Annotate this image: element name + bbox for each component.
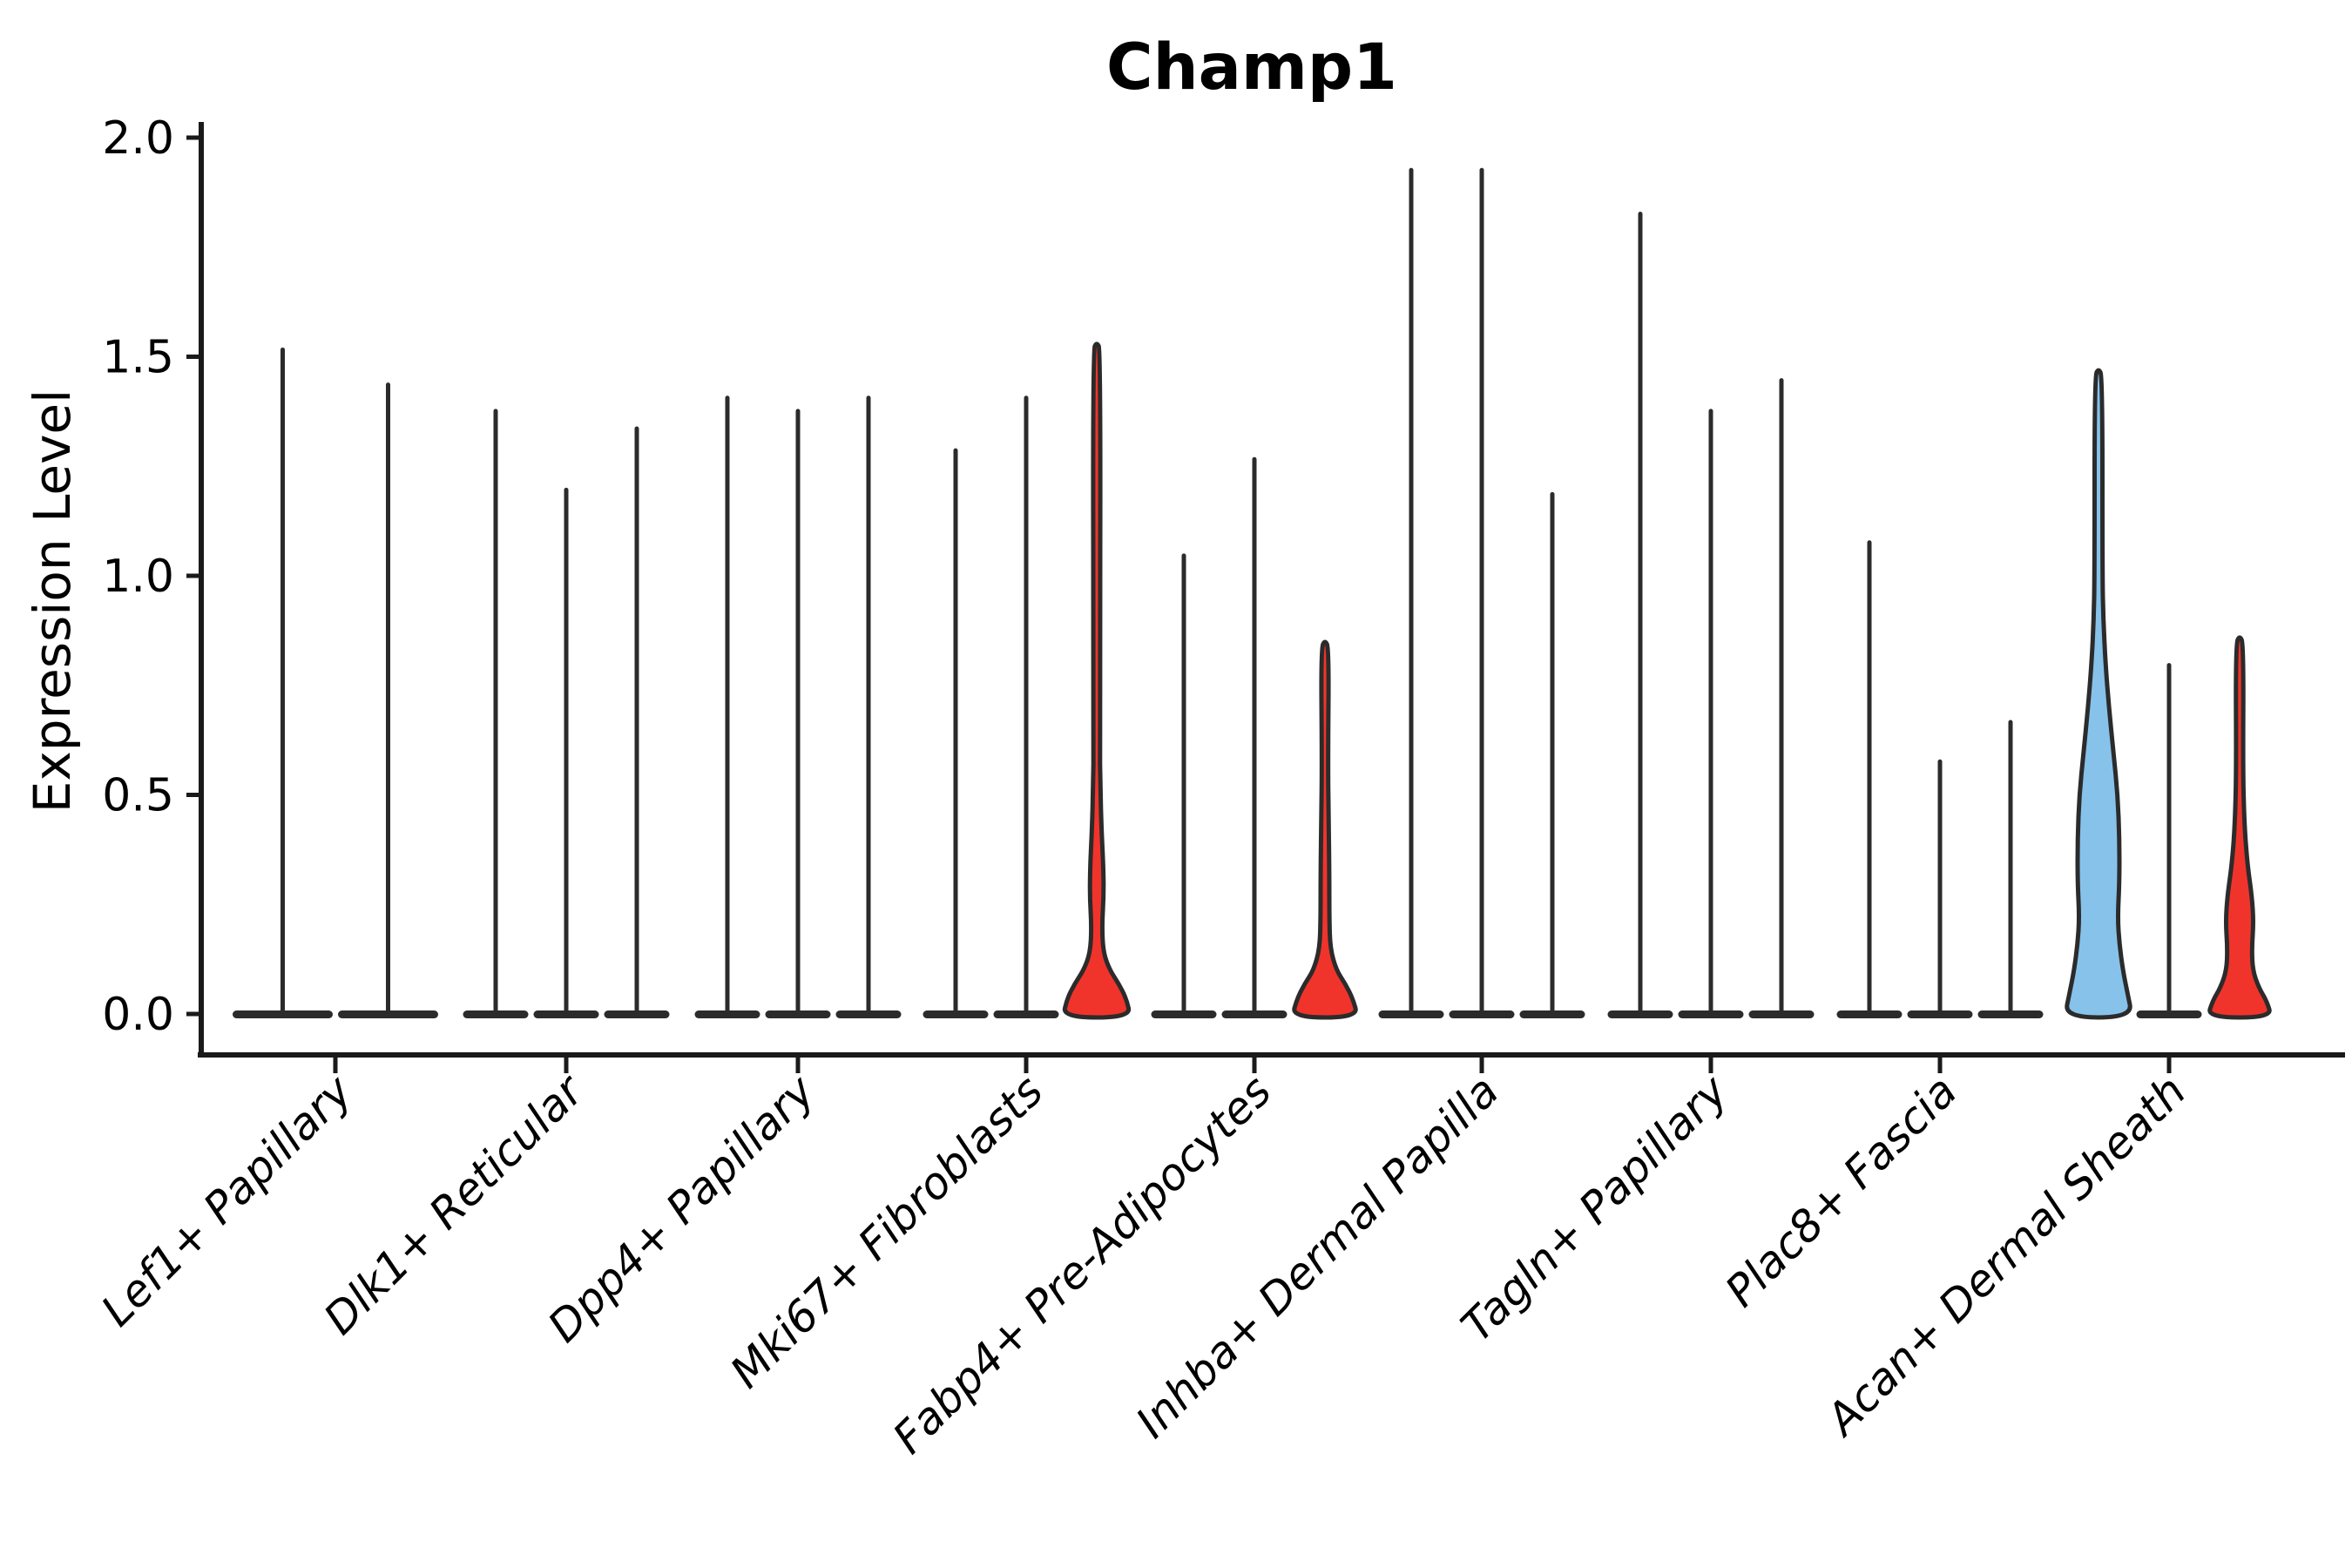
- y-tick-label: 1.0: [102, 551, 174, 603]
- violin: [923, 448, 989, 1018]
- violin: [1907, 759, 1973, 1018]
- violin: [1378, 167, 1444, 1018]
- violin-base: [1678, 1010, 1744, 1018]
- y-tick-label: 0.5: [102, 770, 174, 822]
- violin-base: [1748, 1010, 1815, 1018]
- y-tick-label: 2.0: [102, 112, 174, 165]
- violin-base: [1607, 1010, 1673, 1018]
- violin-base: [233, 1010, 333, 1018]
- violin: [835, 395, 902, 1018]
- violin-body-red: [2207, 635, 2272, 1020]
- violin-base: [533, 1010, 599, 1018]
- violin-base: [1977, 1010, 2044, 1018]
- violin: [993, 395, 1059, 1018]
- violin: [233, 347, 333, 1018]
- violin: [1221, 456, 1288, 1018]
- violin-base: [835, 1010, 902, 1018]
- violin-base: [1449, 1010, 1515, 1018]
- violin-base: [694, 1010, 760, 1018]
- violin: [533, 487, 599, 1018]
- y-tick-label: 0.0: [102, 989, 174, 1041]
- x-tick-label: Inhba+ Dermal Papilla: [1126, 1065, 1508, 1447]
- violin: [1449, 167, 1515, 1018]
- violin-base: [765, 1010, 831, 1018]
- violin-base: [1907, 1010, 1973, 1018]
- violin: [1607, 212, 1673, 1018]
- violin: [1519, 491, 1585, 1018]
- violin-base: [463, 1010, 529, 1018]
- violin-base: [1519, 1010, 1585, 1018]
- violin: [2207, 635, 2272, 1020]
- violin-base: [2136, 1010, 2202, 1018]
- y-axis-label: Expression Level: [23, 389, 82, 813]
- y-tick-label: 1.5: [102, 332, 174, 384]
- violin-layer: [233, 167, 2272, 1020]
- violin: [1292, 639, 1358, 1020]
- violin: [338, 382, 438, 1018]
- violin: [2136, 663, 2202, 1018]
- violin: [2065, 368, 2132, 1020]
- violin-base: [1221, 1010, 1288, 1018]
- violin-base: [1378, 1010, 1444, 1018]
- violin: [1748, 378, 1815, 1018]
- violin: [1062, 341, 1132, 1020]
- violin: [765, 409, 831, 1018]
- violin: [604, 426, 670, 1018]
- violin-body-red: [1292, 639, 1358, 1020]
- x-tick-label: Acan+ Dermal Sheath: [1815, 1065, 2196, 1446]
- violin-base: [338, 1010, 438, 1018]
- violin-base: [993, 1010, 1059, 1018]
- violin-body-red: [1062, 341, 1132, 1020]
- violin: [694, 395, 760, 1018]
- violin-base: [604, 1010, 670, 1018]
- violin-base: [923, 1010, 989, 1018]
- violin-base: [1151, 1010, 1217, 1018]
- violin: [1977, 720, 2044, 1018]
- violin: [1836, 540, 1903, 1018]
- violin-base: [1836, 1010, 1903, 1018]
- chart-title: Champ1: [1106, 30, 1397, 105]
- violin: [1151, 553, 1217, 1018]
- x-tick-label: Fabp4+ Pre-Adipocytes: [883, 1065, 1281, 1463]
- axis-layer: [186, 122, 2345, 1073]
- violin-body-blue: [2065, 368, 2132, 1020]
- violin: [1678, 409, 1744, 1018]
- x-tick-label: Plac8+ Fascia: [1716, 1065, 1967, 1316]
- violin: [463, 409, 529, 1018]
- x-tick-label: Lef1+ Papillary: [91, 1064, 362, 1335]
